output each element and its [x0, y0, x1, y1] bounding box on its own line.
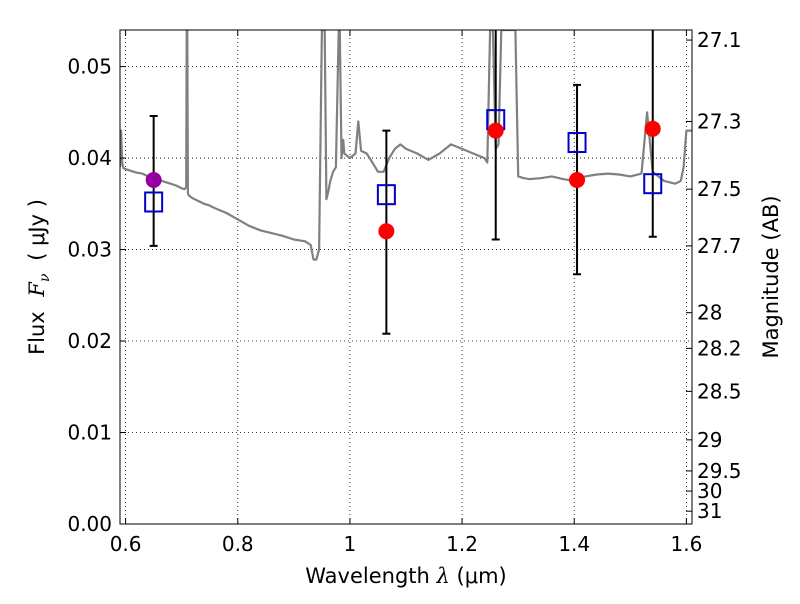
plot-frame — [119, 29, 693, 525]
model-spectrum — [120, 30, 692, 261]
observed-circle-marker — [644, 120, 661, 137]
y-tick-label: 0.03 — [67, 238, 112, 262]
x-tick-label: 1.4 — [558, 532, 590, 556]
x-axis-label-symbol: λ — [436, 564, 450, 588]
y2-tick-label: 27.3 — [697, 109, 742, 133]
model-square-marker — [567, 132, 587, 154]
x-tick-label: 1.6 — [670, 532, 702, 556]
x-axis-label: Wavelength λ (μm) — [305, 564, 506, 588]
x-tick-label: 1 — [344, 532, 357, 556]
y-tick-label: 0.05 — [67, 55, 112, 79]
model-square-marker — [643, 173, 663, 195]
y2-tick-label: 31 — [697, 499, 722, 523]
model-square-marker — [376, 184, 396, 206]
y-tick-label: 0.02 — [67, 329, 112, 353]
y-axis-label: Flux Fν ( μJy ) — [25, 199, 54, 355]
y-axis-label-symbol: F — [25, 281, 49, 298]
y2-tick-label: 27.5 — [697, 177, 742, 201]
y-tick-label: 0.04 — [67, 146, 112, 170]
data-markers — [144, 109, 663, 240]
y2-tick-label: 29.5 — [697, 459, 742, 483]
y-axis-label-subscript: ν — [37, 273, 53, 282]
x-axis-label-unit: (μm) — [457, 564, 507, 588]
y2-tick-label: 29 — [697, 428, 722, 452]
observed-circle-marker — [569, 172, 586, 189]
observed-circle-marker — [487, 122, 504, 139]
y2-tick-label: 28.2 — [697, 336, 742, 360]
spectrum-line — [120, 30, 692, 261]
x-tick-label: 0.8 — [222, 532, 254, 556]
model-square-marker — [144, 191, 164, 213]
y-axis-label-unit: ( μJy ) — [25, 199, 49, 261]
observed-circle-marker — [145, 172, 162, 189]
x-tick-label: 0.6 — [110, 532, 142, 556]
plot-background — [120, 30, 692, 524]
y2-tick-label: 28.5 — [697, 379, 742, 403]
x-tick-label: 1.2 — [446, 532, 478, 556]
y2-tick-label: 30 — [697, 479, 722, 503]
grid-lines — [120, 30, 692, 524]
x-axis-label-prefix: Wavelength — [305, 564, 430, 588]
x-axis-ticks: 0.6 0.8 1 1.2 1.4 1.6 — [110, 30, 702, 556]
y2-tick-label: 27.1 — [697, 28, 742, 52]
observed-circle-marker — [378, 223, 395, 240]
y-axis-label-prefix: Flux — [25, 311, 49, 355]
y2-tick-label: 28 — [697, 301, 722, 325]
y-axis-ticks: 0.00 0.01 0.02 0.03 0.04 0.05 — [67, 55, 126, 536]
y2-axis-label: Magnitude (AB) — [759, 195, 783, 358]
y-tick-label: 0.01 — [67, 421, 112, 445]
y2-tick-label: 27.7 — [697, 234, 742, 258]
y-tick-label: 0.00 — [67, 512, 112, 536]
